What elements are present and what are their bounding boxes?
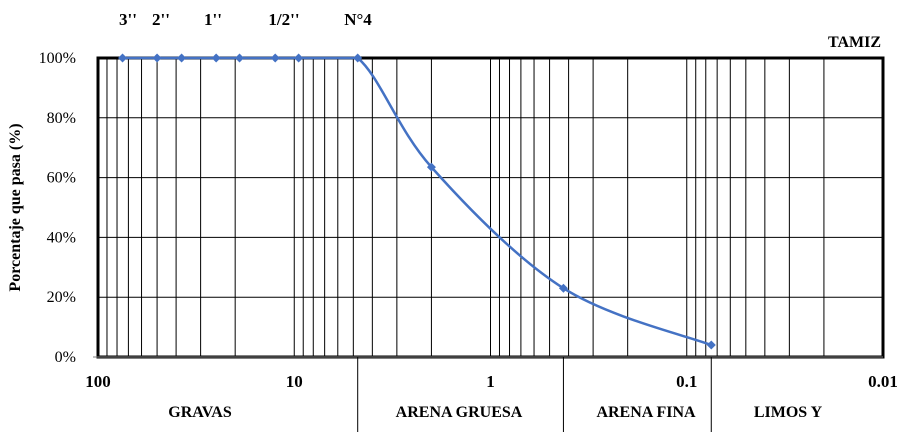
data-points [118, 53, 716, 350]
data-point-marker [118, 53, 128, 63]
sieve-labels: 3'' 2'' 1'' 1/2'' N°4 [119, 10, 372, 29]
y-tick-label: 100% [39, 50, 76, 67]
data-point-marker [152, 53, 162, 63]
data-point-marker [706, 340, 716, 350]
zone-label: LIMOS Y [754, 404, 823, 421]
zone-label: GRAVAS [168, 404, 232, 421]
zone-dividers [357, 357, 712, 432]
y-tick-label: 40% [47, 229, 76, 246]
y-tick-label: 0% [55, 349, 76, 366]
sieve-label: 1/2'' [268, 10, 299, 29]
x-tick-label: 1 [486, 372, 495, 391]
data-point-marker [353, 53, 363, 63]
y-tick-labels: 0% 20% 40% 60% 80% 100% [39, 50, 76, 366]
data-point-marker [177, 53, 187, 63]
sieve-label: 3'' [119, 10, 137, 29]
data-point-marker [294, 53, 304, 63]
data-point-marker [235, 53, 245, 63]
y-tick-label: 20% [47, 289, 76, 306]
y-axis-label: Porcentaje que pasa (%) [7, 123, 24, 291]
zone-labels: GRAVAS ARENA GRUESA ARENA FINA LIMOS Y [168, 404, 822, 421]
y-tick-label: 60% [47, 170, 76, 187]
x-tick-labels: 100 10 1 0.1 0.01 [85, 372, 898, 391]
data-point-marker [426, 162, 436, 172]
x-tick-label: 0.1 [676, 372, 697, 391]
x-axis-caption: TAMIZ [828, 34, 881, 51]
zone-label: ARENA GRUESA [396, 404, 523, 421]
data-point-marker [211, 53, 221, 63]
grid-lines [98, 57, 884, 358]
x-tick-label: 0.01 [868, 372, 898, 391]
sieve-label: N°4 [344, 10, 372, 29]
sieve-label: 1'' [204, 10, 222, 29]
data-point-marker [270, 53, 280, 63]
series-line [122, 56, 712, 347]
x-tick-label: 100 [85, 372, 111, 391]
sieve-label: 2'' [152, 10, 170, 29]
y-tick-label: 80% [47, 110, 76, 127]
data-point-marker [558, 283, 568, 293]
zone-label: ARENA FINA [596, 404, 696, 421]
x-tick-label: 10 [286, 372, 303, 391]
